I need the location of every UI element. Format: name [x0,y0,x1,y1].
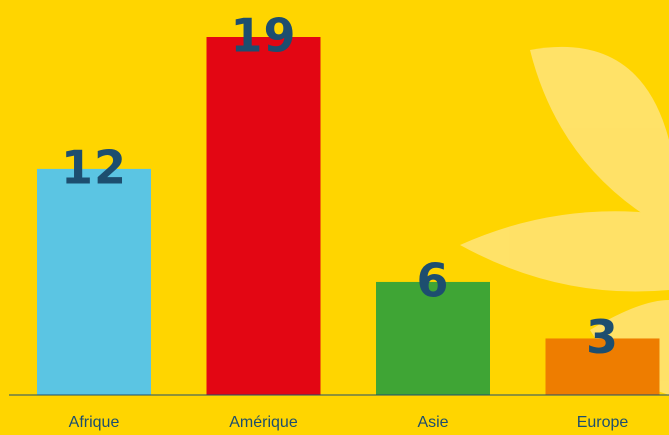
value-label: 19 [230,9,296,63]
value-label: 6 [416,253,449,307]
x-tick-label: Amérique [229,414,298,431]
bar [545,338,660,395]
x-tick-label: Afrique [69,414,120,431]
x-tick-label: Europe [577,414,629,431]
value-label: 12 [61,140,127,194]
bar [37,168,151,395]
bar [376,281,490,395]
x-tick-label: Asie [417,414,448,431]
value-label: 3 [586,310,619,364]
bar [206,37,321,395]
